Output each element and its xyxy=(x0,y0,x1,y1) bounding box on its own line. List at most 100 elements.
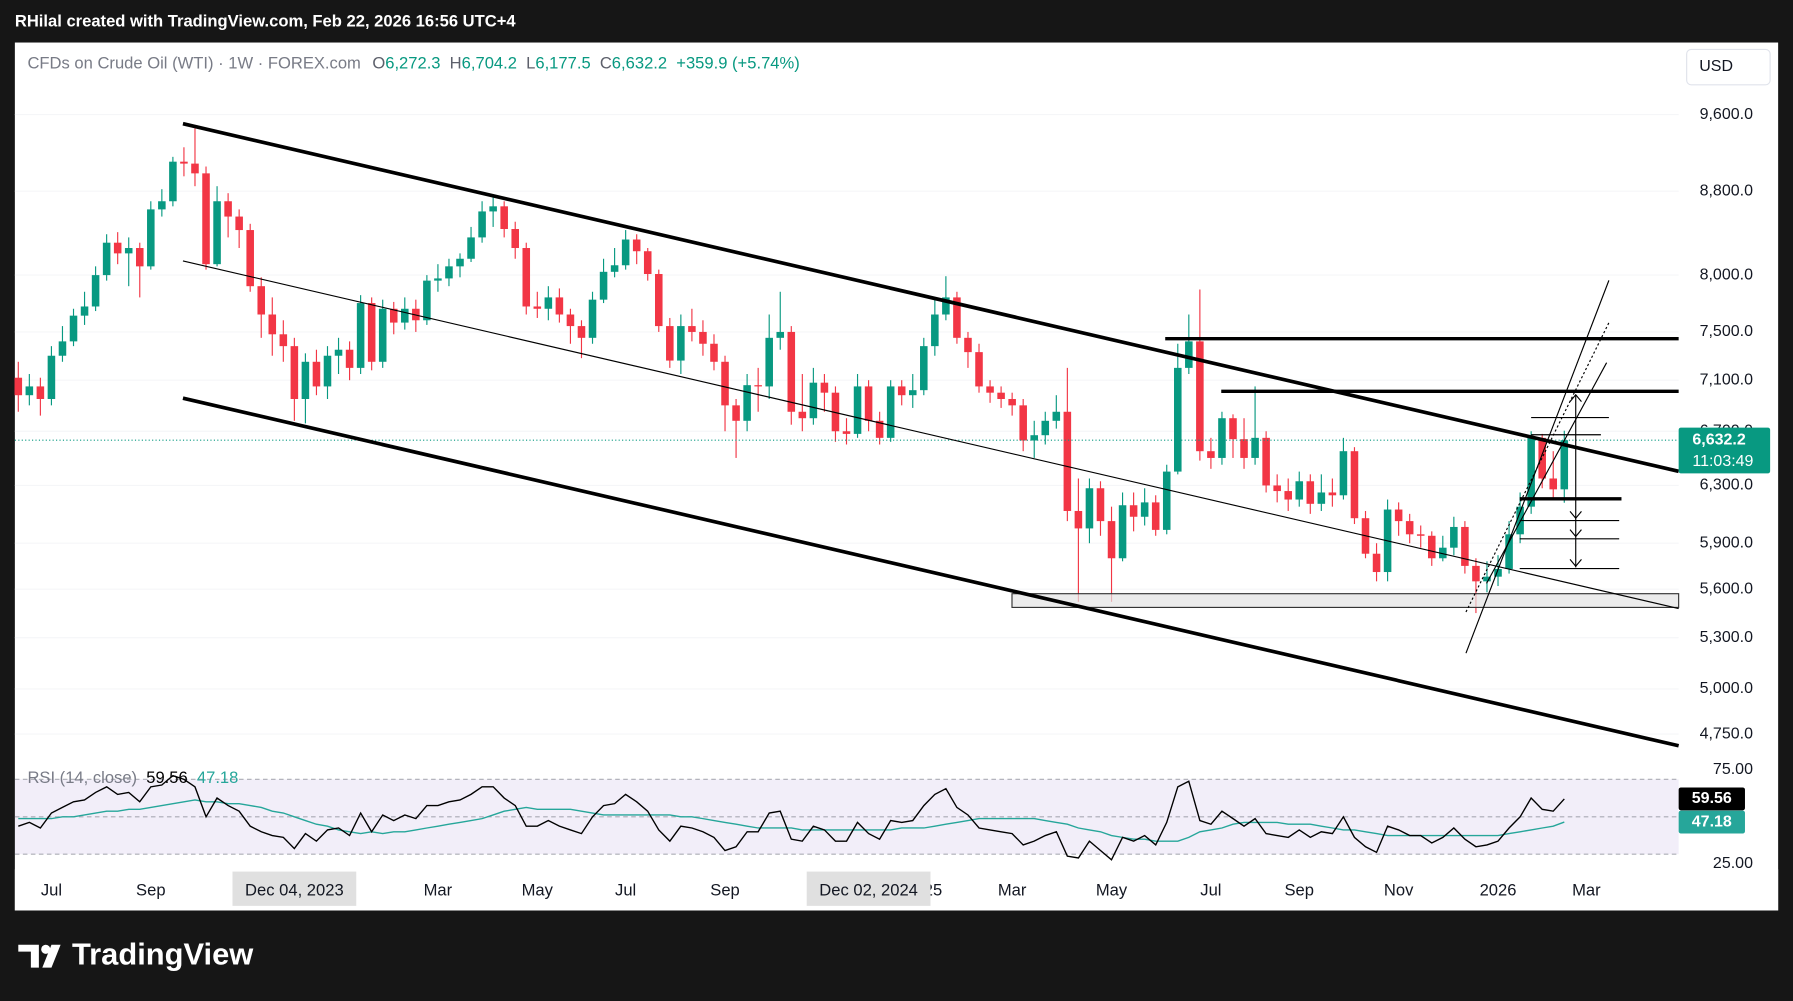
plot-layer xyxy=(14,128,1679,614)
candle-body xyxy=(975,352,983,387)
channel-upper xyxy=(182,121,1680,474)
x-tick-label: Mar xyxy=(998,880,1027,899)
candle-body xyxy=(875,420,884,438)
candle-body xyxy=(467,237,475,259)
arrow-head xyxy=(1569,393,1582,402)
x-tick-label: May xyxy=(522,880,554,899)
candle-body xyxy=(147,209,155,267)
candle-body xyxy=(80,306,89,316)
last-price-box xyxy=(1678,427,1771,474)
candle-body xyxy=(1560,440,1569,490)
candle-body xyxy=(1085,488,1094,529)
candle-body xyxy=(47,355,56,399)
candle-body xyxy=(511,229,519,249)
rsi-ma-value: 47.18 xyxy=(197,768,239,787)
candle-body xyxy=(1074,510,1083,529)
candle-body xyxy=(191,163,199,174)
candle-body xyxy=(1251,437,1259,458)
candle-body xyxy=(710,343,718,362)
ohlc-value: 6,177.5 xyxy=(535,54,590,73)
candle-body xyxy=(1262,437,1270,486)
candle-body xyxy=(489,206,497,212)
candle-body xyxy=(599,271,608,300)
candle-body xyxy=(356,303,365,368)
candle-body xyxy=(1041,420,1050,436)
rsi-value: 59.56 xyxy=(146,768,188,787)
candle-body xyxy=(1107,521,1116,559)
candle-body xyxy=(1295,481,1304,500)
channel-lower xyxy=(182,396,1680,748)
support-zone xyxy=(1011,593,1680,608)
currency-label: USD xyxy=(1699,58,1733,75)
candle-body xyxy=(180,161,188,164)
candle-body xyxy=(577,326,586,338)
y-tick-label: 4,750.0 xyxy=(1700,725,1753,742)
rsi-title: RSI (14, close) xyxy=(27,768,137,787)
candle-body xyxy=(743,385,751,421)
y-tick-label: 9,600.0 xyxy=(1700,106,1753,123)
branding: TradingView xyxy=(72,936,254,971)
candle-body xyxy=(765,337,773,387)
candle-body xyxy=(1549,478,1558,490)
candle-body xyxy=(1008,398,1016,406)
candle-body xyxy=(91,275,100,307)
candle-body xyxy=(224,201,232,217)
candle-body xyxy=(666,326,674,361)
candle-body xyxy=(1273,485,1281,492)
candle-body xyxy=(942,297,950,315)
candle-body xyxy=(1229,418,1237,440)
x-tick-label: Nov xyxy=(1384,880,1414,899)
rising-channel-mid xyxy=(1465,322,1610,613)
candle-body xyxy=(14,377,23,396)
candle-body xyxy=(401,308,409,323)
candle-body xyxy=(135,248,144,267)
candle-body xyxy=(1439,547,1447,559)
candle-body xyxy=(721,361,729,406)
candle-body xyxy=(213,201,221,265)
candle-body xyxy=(456,258,464,267)
candle-body xyxy=(445,266,453,279)
x-tick-label: Mar xyxy=(424,880,453,899)
logo xyxy=(18,944,61,968)
candle-body xyxy=(754,385,762,387)
candle-body xyxy=(897,386,906,396)
candle-body xyxy=(290,346,299,399)
candle-body xyxy=(533,306,542,309)
x-tick-label: Sep xyxy=(710,880,740,899)
currency-button[interactable] xyxy=(1686,48,1771,86)
candle-body xyxy=(1162,471,1171,530)
candle-body xyxy=(158,201,166,210)
candle-body xyxy=(1306,481,1315,504)
candle-body xyxy=(312,361,321,387)
candle-body xyxy=(301,361,310,399)
candle-body xyxy=(688,326,696,332)
arrow-head xyxy=(1569,510,1582,520)
candle-body xyxy=(268,314,277,335)
rsi-tick-label: 75.00 xyxy=(1713,761,1753,778)
rsi-pane xyxy=(14,774,1679,861)
change: +359.9 (+5.74%) xyxy=(676,54,800,73)
candle-body xyxy=(1427,535,1436,559)
logo-icon xyxy=(18,944,39,968)
candle-body xyxy=(1505,534,1513,569)
candle-body xyxy=(986,386,994,393)
candle-body xyxy=(478,211,486,238)
rsi-line xyxy=(18,774,1565,861)
countdown: 11:03:49 xyxy=(1692,453,1753,470)
candle-body xyxy=(677,326,685,361)
ohlc-key: L xyxy=(526,54,535,73)
candle-body xyxy=(323,355,332,387)
ohlc-key: H xyxy=(450,54,462,73)
candle-body xyxy=(1185,341,1193,368)
candle-body xyxy=(1328,492,1337,496)
candle-body xyxy=(1207,451,1215,458)
candle-body xyxy=(500,206,508,230)
ohlc-value: 6,632.2 xyxy=(612,54,667,73)
candle-body xyxy=(1196,341,1204,452)
candle-body xyxy=(853,386,862,434)
candle-body xyxy=(1052,411,1061,421)
candle-body xyxy=(1450,526,1458,548)
candle-body xyxy=(1284,491,1292,500)
